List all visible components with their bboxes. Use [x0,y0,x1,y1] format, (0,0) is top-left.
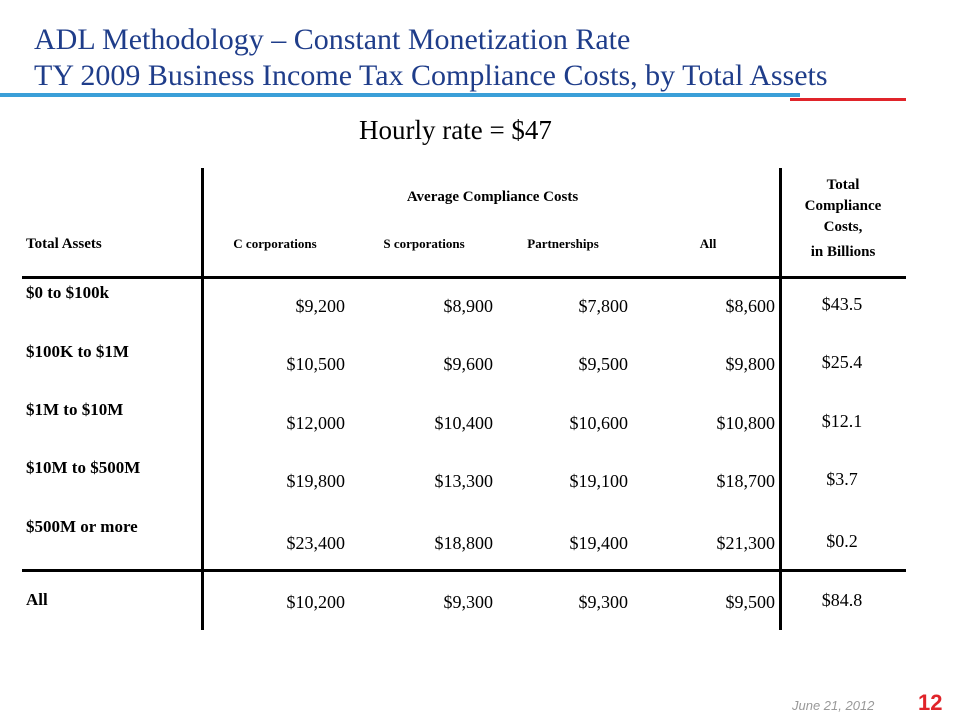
title-underline-red [790,98,906,101]
slide-title-line-1: ADL Methodology – Constant Monetization … [34,23,631,56]
row-label: $0 to $100k [26,283,110,302]
column-header-s-corporations: S corporations [383,236,465,251]
cell-partnerships: $7,800 [578,296,629,316]
table-header-rule [22,276,906,279]
row-label: $100K to $1M [26,342,129,361]
cell-total-billions: $43.5 [821,294,863,314]
cell-total-billions: $25.4 [821,352,863,372]
cell-total-billions: $3.7 [826,469,858,489]
hourly-rate-subtitle: Hourly rate = $47 [359,115,552,145]
cell-total-billions: $12.1 [821,411,863,431]
cell-c-corporations: $10,500 [286,354,346,374]
cell-s-corporations: $9,300 [443,592,494,612]
table-divider-right [779,168,782,630]
cell-c-corporations: $23,400 [286,533,346,553]
cell-c-corporations: $9,200 [295,296,346,316]
title-underline-blue [0,93,800,97]
cell-all: $21,300 [716,533,776,553]
slide-title-line-2: TY 2009 Business Income Tax Compliance C… [34,59,828,92]
slide-title: ADL Methodology – Constant Monetization … [34,22,828,94]
cell-s-corporations: $8,900 [443,296,494,316]
cell-s-corporations: $10,400 [434,413,494,433]
cell-s-corporations: $13,300 [434,471,494,491]
cell-c-corporations: $12,000 [286,413,346,433]
cell-total-billions: $84.8 [821,590,863,610]
cell-partnerships: $19,100 [569,471,629,491]
cell-s-corporations: $18,800 [434,533,494,553]
row-label: $500M or more [26,517,138,536]
cell-total-billions: $0.2 [826,531,858,551]
cell-s-corporations: $9,600 [443,354,494,374]
cell-all: $9,500 [725,592,776,612]
slide-date: June 21, 2012 [792,698,875,713]
row-label: $10M to $500M [26,458,141,477]
cell-partnerships: $10,600 [569,413,629,433]
total-costs-header-main: Total Compliance Costs, [804,177,882,235]
cell-all: $18,700 [716,471,776,491]
cell-all: $9,800 [725,354,776,374]
table-total-rule [22,569,906,572]
average-costs-header: Average Compliance Costs [406,189,579,205]
row-label: All [26,590,48,609]
cell-c-corporations: $19,800 [286,471,346,491]
cell-partnerships: $9,500 [578,354,629,374]
table-divider-left [201,168,204,630]
row-label: $1M to $10M [26,400,124,419]
page-number: 12 [918,690,943,715]
cell-c-corporations: $10,200 [286,592,346,612]
column-header-partnerships: Partnerships [527,236,599,251]
column-header-c-corporations: C corporations [233,236,317,251]
cell-partnerships: $19,400 [569,533,629,553]
cell-partnerships: $9,300 [578,592,629,612]
column-header-all: All [699,236,717,251]
cell-all: $10,800 [716,413,776,433]
cell-all: $8,600 [725,296,776,316]
total-assets-header: Total Assets [26,236,102,252]
total-costs-header-sub: in Billions [810,244,876,260]
total-costs-header: Total Compliance Costs, in Billions [782,175,904,263]
